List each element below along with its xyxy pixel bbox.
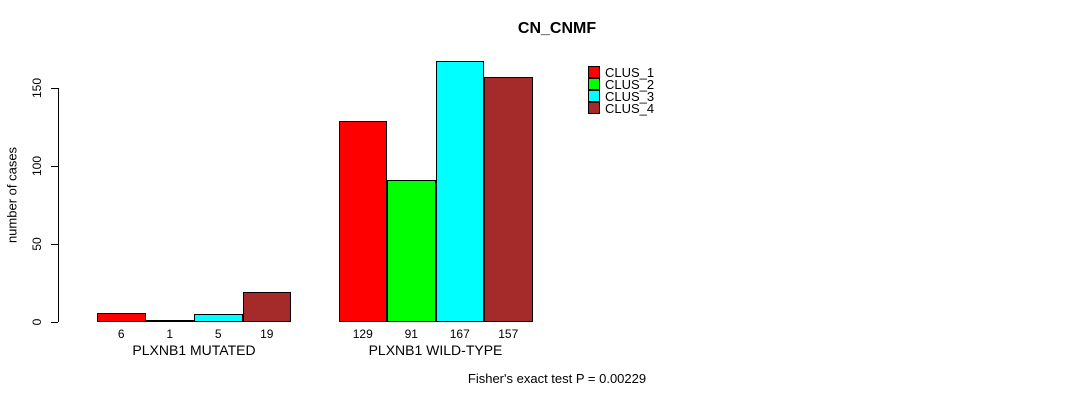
bar-value-label: 167: [449, 327, 470, 341]
y-axis-tick: [51, 87, 58, 89]
y-axis-tick-label: 100: [30, 155, 44, 177]
chart-title: CN_CNMF: [517, 20, 597, 37]
fisher-test-annotation: Fisher's exact test P = 0.00229: [467, 371, 647, 386]
legend-swatch-clus_3: [588, 89, 600, 102]
bar-clus_1-mutated: [97, 312, 146, 322]
y-axis-tick-label: 50: [30, 237, 44, 251]
bar-clus_2-wildtype: [387, 180, 436, 322]
legend-swatch-clus_1: [588, 66, 600, 78]
bar-value-label: 91: [404, 327, 418, 341]
y-axis-line: [58, 88, 59, 322]
bar-value-label: 19: [260, 327, 274, 341]
bar-clus_1-wildtype: [338, 120, 387, 322]
legend-label: CLUS_4: [605, 100, 655, 116]
legend-label: CLUS_3: [605, 88, 655, 104]
bar-clus_2-mutated: [145, 320, 194, 323]
group-label: PLXNB1 WILD-TYPE: [368, 342, 503, 358]
bar-clus_4-wildtype: [484, 77, 533, 322]
legend-label: CLUS_1: [605, 65, 655, 80]
bar-clus_3-mutated: [194, 314, 243, 322]
bar-value-label: 5: [214, 327, 222, 341]
y-axis-label: number of cases: [4, 146, 20, 244]
legend-swatch-clus_2: [588, 77, 600, 90]
y-axis-tick-label: 150: [30, 77, 44, 99]
y-axis-tick-label: 0: [30, 318, 44, 326]
bar-value-label: 157: [498, 327, 519, 341]
y-axis-tick: [51, 165, 58, 167]
group-label: PLXNB1 MUTATED: [132, 342, 256, 358]
y-axis-tick: [51, 243, 58, 245]
bar-clus_4-mutated: [242, 292, 291, 322]
y-axis-tick: [51, 321, 58, 323]
legend-swatch-clus_4: [588, 101, 600, 114]
bar-value-label: 1: [166, 327, 174, 341]
bar-clus_3-wildtype: [435, 61, 484, 322]
legend-label: CLUS_2: [605, 76, 655, 92]
bar-value-label: 6: [117, 327, 125, 341]
bar-value-label: 129: [352, 327, 373, 341]
